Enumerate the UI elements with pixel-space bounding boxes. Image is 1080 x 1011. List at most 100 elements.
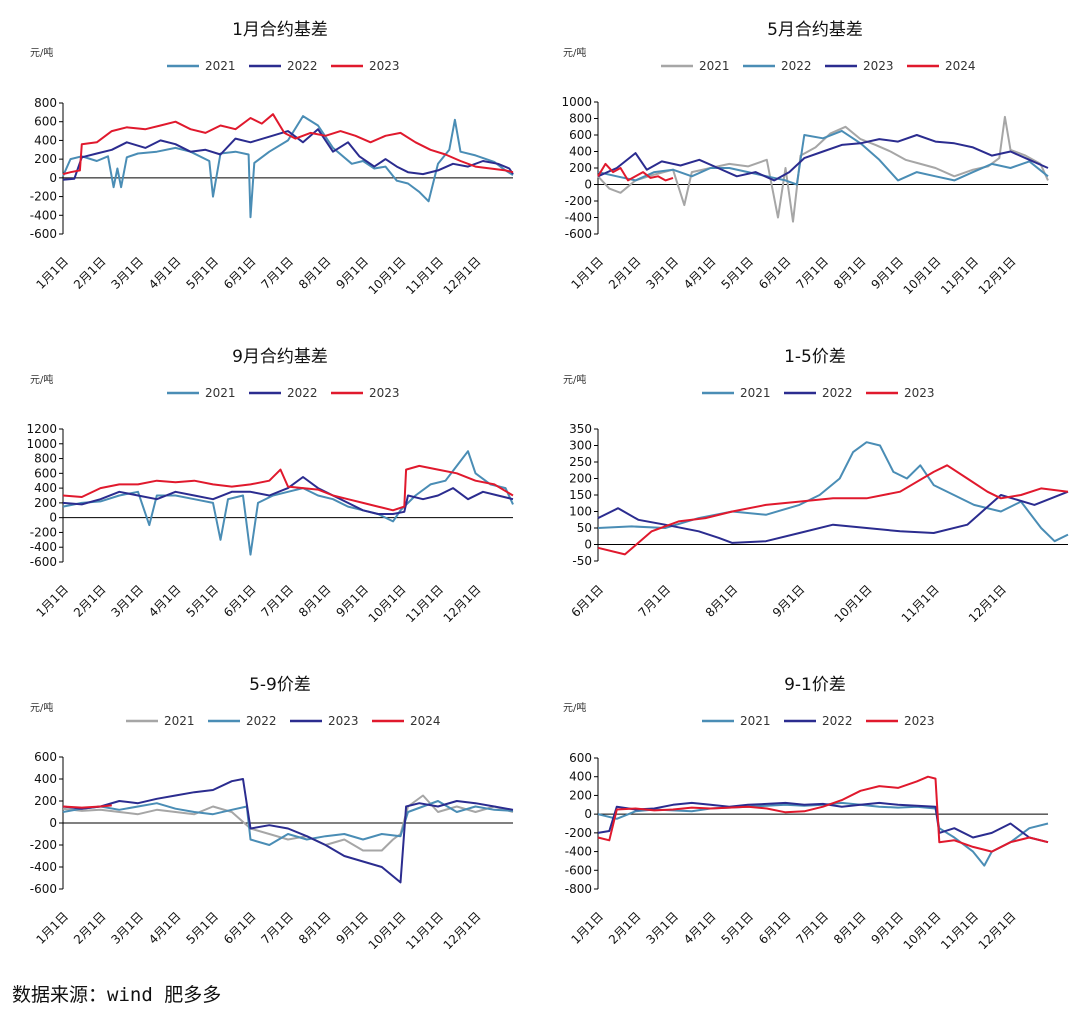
x-tick-label: 7月1日 [793,254,831,292]
x-tick-label: 1月1日 [33,254,71,292]
x-tick-label: 7月1日 [793,909,831,947]
y-tick-label: 600 [34,750,57,764]
x-tick-label: 1月1日 [33,582,71,620]
x-tick-label: 12月1日 [966,582,1009,625]
series-line-2024 [597,162,674,182]
x-tick-label: 11月1日 [938,254,981,297]
legend-item-2023: 2023 [866,714,935,728]
y-tick-label: -200 [30,525,57,539]
y-tick-label: 200 [34,152,57,166]
legend-label: 2021 [699,59,730,73]
legend-label: 2021 [164,714,195,728]
x-tick-label: 4月1日 [146,909,184,947]
x-tick-label: 8月1日 [831,909,869,947]
y-tick-label: 400 [34,772,57,786]
data-source-footer: 数据来源：wind 肥多多 [12,984,222,1006]
legend-item-2023: 2023 [825,59,894,73]
x-tick-label: 2月1日 [71,909,109,947]
y-tick-label: 50 [577,521,592,535]
y-tick-label: -50 [572,554,592,568]
legend-item-2023: 2023 [290,714,359,728]
y-tick-label: -200 [30,190,57,204]
legend-label: 2023 [904,386,935,400]
y-tick-label: -400 [30,860,57,874]
x-tick-label: 4月1日 [681,909,719,947]
x-tick-label: 2月1日 [71,582,109,620]
series-line-2022 [62,128,514,181]
legend-label: 2023 [369,386,400,400]
y-tick-label: 1200 [26,422,57,436]
x-tick-label: 1月1日 [568,909,606,947]
series-line-2023 [597,775,1049,853]
series-line-2023 [62,464,514,512]
legend-label: 2023 [904,714,935,728]
y-tick-label: 0 [584,807,592,821]
legend-item-2022: 2022 [249,59,318,73]
y-tick-label: 400 [34,133,57,147]
x-tick-label: 10月1日 [901,254,944,297]
series-line-2023 [62,778,514,884]
y-tick-label: -600 [30,227,57,241]
y-tick-label: 0 [49,511,57,525]
series-line-2024 [62,804,112,809]
legend-item-2023: 2023 [331,59,400,73]
x-tick-label: 8月1日 [831,254,869,292]
y-tick-label: -800 [565,882,592,896]
legend-label: 2021 [205,386,236,400]
x-tick-label: 12月1日 [976,909,1019,952]
chart-title: 1月合约基差 [232,20,328,40]
y-unit-label: 元/吨 [563,701,586,714]
legend-label: 2021 [740,386,771,400]
x-tick-label: 3月1日 [643,254,681,292]
x-tick-label: 5月1日 [718,254,756,292]
legend-item-2021: 2021 [126,714,195,728]
y-tick-label: 0 [49,171,57,185]
series-line-2022 [62,476,514,515]
x-tick-label: 11月1日 [938,909,981,952]
y-tick-label: 1000 [26,437,57,451]
chart-title: 1-5价差 [784,347,846,367]
series-line-2022 [597,129,1049,186]
y-unit-label: 元/吨 [30,46,53,59]
x-tick-label: 12月1日 [976,254,1019,297]
x-tick-label: 2月1日 [606,254,644,292]
x-tick-label: 6月1日 [756,909,794,947]
y-tick-label: 350 [569,422,592,436]
x-tick-label: 7月1日 [258,582,296,620]
x-tick-label: 2月1日 [606,909,644,947]
x-tick-label: 2月1日 [71,254,109,292]
y-tick-label: 400 [569,145,592,159]
x-tick-label: 12月1日 [441,909,484,952]
series-line-2021 [597,115,1049,223]
y-tick-label: 400 [569,770,592,784]
x-tick-label: 12月1日 [441,254,484,297]
x-tick-label: 5月1日 [183,909,221,947]
legend-item-2022: 2022 [249,386,318,400]
x-tick-label: 11月1日 [403,254,446,297]
legend-label: 2021 [205,59,236,73]
x-tick-label: 6月1日 [568,582,606,620]
y-tick-label: 0 [584,178,592,192]
legend-item-2022: 2022 [743,59,812,73]
y-tick-label: 800 [34,96,57,110]
legend-label: 2022 [287,386,318,400]
series-line-2023 [62,113,514,176]
y-tick-label: -600 [565,227,592,241]
series-line-2022 [62,800,514,846]
legend-item-2024: 2024 [907,59,976,73]
x-tick-label: 4月1日 [146,582,184,620]
x-tick-label: 10月1日 [366,582,409,625]
legend-item-2022: 2022 [784,386,853,400]
y-tick-label: -200 [565,826,592,840]
x-tick-label: 10月1日 [901,909,944,952]
legend-item-2021: 2021 [702,386,771,400]
y-tick-label: 800 [569,112,592,126]
series-line-2021 [597,801,1049,867]
x-tick-label: 6月1日 [221,254,259,292]
x-tick-label: 4月1日 [681,254,719,292]
x-tick-label: 5月1日 [183,254,221,292]
y-tick-label: 200 [34,794,57,808]
